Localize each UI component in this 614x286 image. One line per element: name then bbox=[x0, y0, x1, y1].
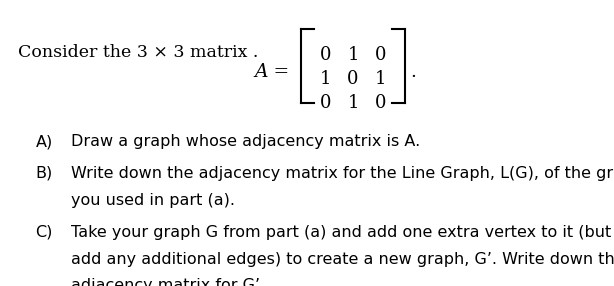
Text: A): A) bbox=[36, 134, 53, 149]
Text: 0: 0 bbox=[375, 46, 386, 64]
Text: A =: A = bbox=[255, 63, 290, 81]
Text: .: . bbox=[410, 63, 416, 81]
Text: 0: 0 bbox=[375, 94, 386, 112]
Text: 0: 0 bbox=[320, 94, 331, 112]
Text: add any additional edges) to create a new graph, G’. Write down the: add any additional edges) to create a ne… bbox=[71, 252, 614, 267]
Text: C): C) bbox=[36, 225, 53, 239]
Text: adjacency matrix for G’.: adjacency matrix for G’. bbox=[71, 278, 265, 286]
Text: Consider the 3 × 3 matrix .: Consider the 3 × 3 matrix . bbox=[18, 44, 258, 61]
Text: Draw a graph whose adjacency matrix is A.: Draw a graph whose adjacency matrix is A… bbox=[71, 134, 420, 149]
Text: 1: 1 bbox=[375, 70, 386, 88]
Text: Take your graph G from part (a) and add one extra vertex to it (but do not: Take your graph G from part (a) and add … bbox=[71, 225, 614, 239]
Text: you used in part (a).: you used in part (a). bbox=[71, 193, 235, 208]
Text: 1: 1 bbox=[348, 94, 359, 112]
Text: 0: 0 bbox=[348, 70, 359, 88]
Text: 1: 1 bbox=[320, 70, 331, 88]
Text: 1: 1 bbox=[348, 46, 359, 64]
Text: Write down the adjacency matrix for the Line Graph, L(G), of the graph G: Write down the adjacency matrix for the … bbox=[71, 166, 614, 181]
Text: 0: 0 bbox=[320, 46, 331, 64]
Text: B): B) bbox=[36, 166, 53, 181]
